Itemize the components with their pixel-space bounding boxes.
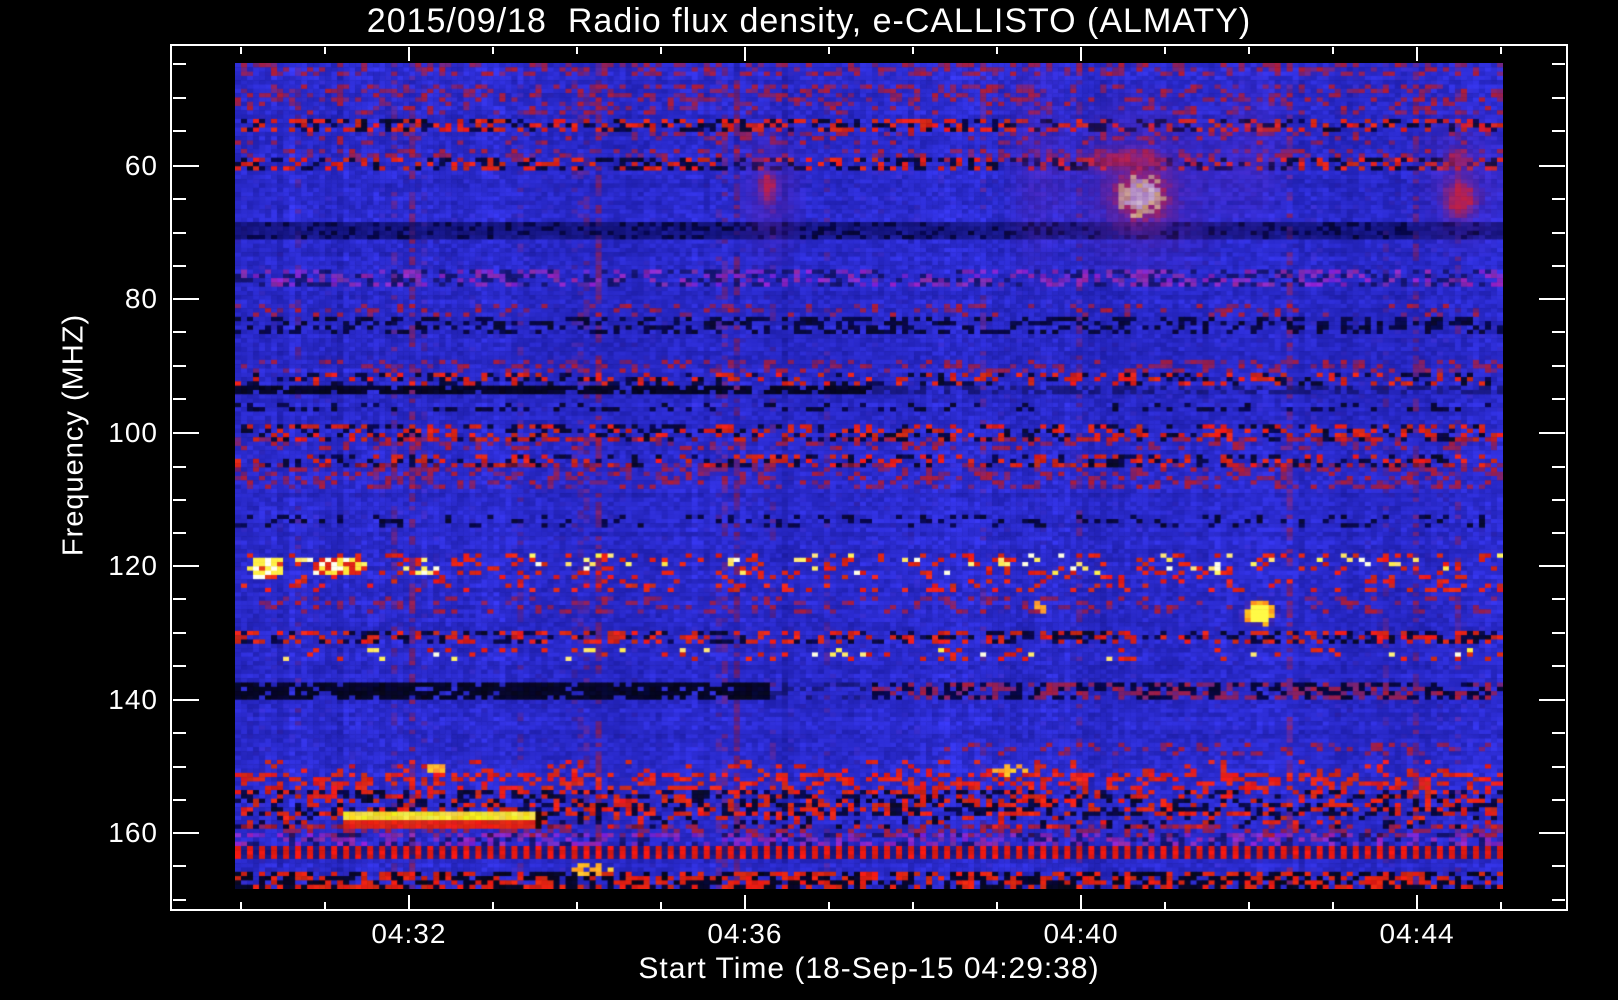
x-minor-tick-top bbox=[1499, 47, 1502, 54]
x-minor-tick bbox=[995, 902, 998, 909]
y-minor-tick-right bbox=[1552, 364, 1565, 367]
y-minor-tick-right bbox=[1552, 532, 1565, 535]
x-minor-tick bbox=[239, 902, 242, 909]
y-tick-label: 160 bbox=[108, 817, 158, 848]
y-minor-tick-right bbox=[1552, 265, 1565, 268]
y-major-tick-right bbox=[1539, 564, 1565, 567]
y-minor-tick-right bbox=[1552, 665, 1565, 668]
y-minor-tick-right bbox=[1552, 498, 1565, 501]
y-major-tick-right bbox=[1539, 297, 1565, 300]
y-minor-tick bbox=[173, 130, 186, 133]
x-minor-tick-top bbox=[1332, 47, 1335, 54]
x-minor-tick-top bbox=[1163, 47, 1166, 54]
y-minor-tick bbox=[173, 465, 186, 468]
y-minor-tick-right bbox=[1552, 231, 1565, 234]
y-minor-tick bbox=[173, 63, 186, 66]
y-minor-tick bbox=[173, 96, 186, 99]
y-minor-tick-right bbox=[1552, 465, 1565, 468]
y-major-tick-right bbox=[1539, 832, 1565, 834]
x-minor-tick bbox=[1499, 902, 1502, 909]
x-tick-label: 04:32 bbox=[371, 918, 447, 949]
y-axis-title: Frequency (MHZ) bbox=[57, 313, 90, 557]
x-minor-tick bbox=[659, 902, 662, 909]
x-minor-tick-top bbox=[575, 47, 578, 54]
x-major-tick-top bbox=[743, 47, 746, 61]
y-minor-tick bbox=[173, 331, 186, 334]
x-tick-label: 04:44 bbox=[1379, 918, 1455, 949]
x-major-tick bbox=[1416, 895, 1419, 909]
x-minor-tick bbox=[491, 902, 494, 909]
y-minor-tick-right bbox=[1552, 598, 1565, 601]
y-minor-tick-right bbox=[1552, 198, 1565, 201]
x-major-tick bbox=[407, 895, 410, 909]
y-major-tick bbox=[173, 564, 199, 567]
x-major-tick bbox=[1080, 895, 1083, 909]
x-major-tick-top bbox=[1080, 47, 1083, 61]
y-minor-tick bbox=[173, 865, 186, 868]
y-tick-label: 100 bbox=[108, 417, 158, 449]
y-minor-tick bbox=[173, 231, 186, 234]
y-minor-tick bbox=[173, 665, 186, 668]
y-minor-tick bbox=[173, 765, 186, 768]
y-minor-tick bbox=[173, 498, 186, 501]
chart-title: 2015/09/18 Radio flux density, e-CALLIST… bbox=[366, 2, 1252, 40]
y-minor-tick-right bbox=[1552, 130, 1565, 133]
x-minor-tick-top bbox=[827, 47, 830, 54]
y-minor-tick bbox=[173, 198, 186, 201]
x-minor-tick bbox=[575, 902, 578, 909]
y-minor-tick bbox=[173, 364, 186, 367]
y-major-tick bbox=[173, 832, 199, 834]
y-minor-tick bbox=[173, 598, 186, 601]
y-minor-tick bbox=[173, 532, 186, 535]
y-minor-tick bbox=[173, 732, 186, 735]
y-minor-tick-right bbox=[1552, 96, 1565, 99]
x-minor-tick-top bbox=[239, 47, 242, 54]
y-tick-label: 60 bbox=[124, 150, 158, 181]
y-tick-label: 120 bbox=[108, 549, 158, 581]
y-tick-label: 140 bbox=[108, 683, 158, 715]
x-tick-label: 04:36 bbox=[707, 918, 783, 949]
x-minor-tick bbox=[323, 902, 326, 909]
x-tick-label: 04:40 bbox=[1043, 918, 1119, 949]
y-minor-tick-right bbox=[1552, 865, 1565, 868]
x-minor-tick-top bbox=[911, 47, 914, 54]
y-major-tick-right bbox=[1539, 165, 1565, 167]
x-major-tick-top bbox=[1416, 47, 1419, 61]
y-minor-tick bbox=[173, 631, 186, 634]
x-minor-tick-top bbox=[995, 47, 998, 54]
x-minor-tick bbox=[1247, 902, 1250, 909]
y-minor-tick-right bbox=[1552, 732, 1565, 735]
x-minor-tick-top bbox=[491, 47, 494, 54]
y-minor-tick bbox=[173, 898, 186, 901]
x-minor-tick bbox=[911, 902, 914, 909]
y-minor-tick bbox=[173, 799, 186, 802]
y-major-tick-right bbox=[1539, 432, 1565, 435]
y-minor-tick-right bbox=[1552, 799, 1565, 802]
x-major-tick bbox=[743, 895, 746, 909]
y-minor-tick-right bbox=[1552, 398, 1565, 401]
x-axis-title: Start Time (18-Sep-15 04:29:38) bbox=[638, 952, 1100, 985]
y-major-tick bbox=[173, 297, 199, 300]
x-minor-tick-top bbox=[659, 47, 662, 54]
y-major-tick bbox=[173, 165, 199, 167]
x-minor-tick-top bbox=[1247, 47, 1250, 54]
x-minor-tick-top bbox=[323, 47, 326, 54]
y-minor-tick-right bbox=[1552, 898, 1565, 901]
y-minor-tick bbox=[173, 265, 186, 268]
y-minor-tick bbox=[173, 398, 186, 401]
y-major-tick bbox=[173, 698, 199, 701]
y-major-tick-right bbox=[1539, 698, 1565, 701]
spectrogram-canvas bbox=[235, 63, 1503, 889]
y-tick-label: 80 bbox=[124, 282, 158, 314]
y-minor-tick-right bbox=[1552, 331, 1565, 334]
y-minor-tick-right bbox=[1552, 63, 1565, 66]
y-major-tick bbox=[173, 432, 199, 435]
x-minor-tick bbox=[1163, 902, 1166, 909]
x-minor-tick bbox=[827, 902, 830, 909]
x-major-tick-top bbox=[407, 47, 410, 61]
y-minor-tick-right bbox=[1552, 765, 1565, 768]
x-minor-tick bbox=[1332, 902, 1335, 909]
y-minor-tick-right bbox=[1552, 631, 1565, 634]
